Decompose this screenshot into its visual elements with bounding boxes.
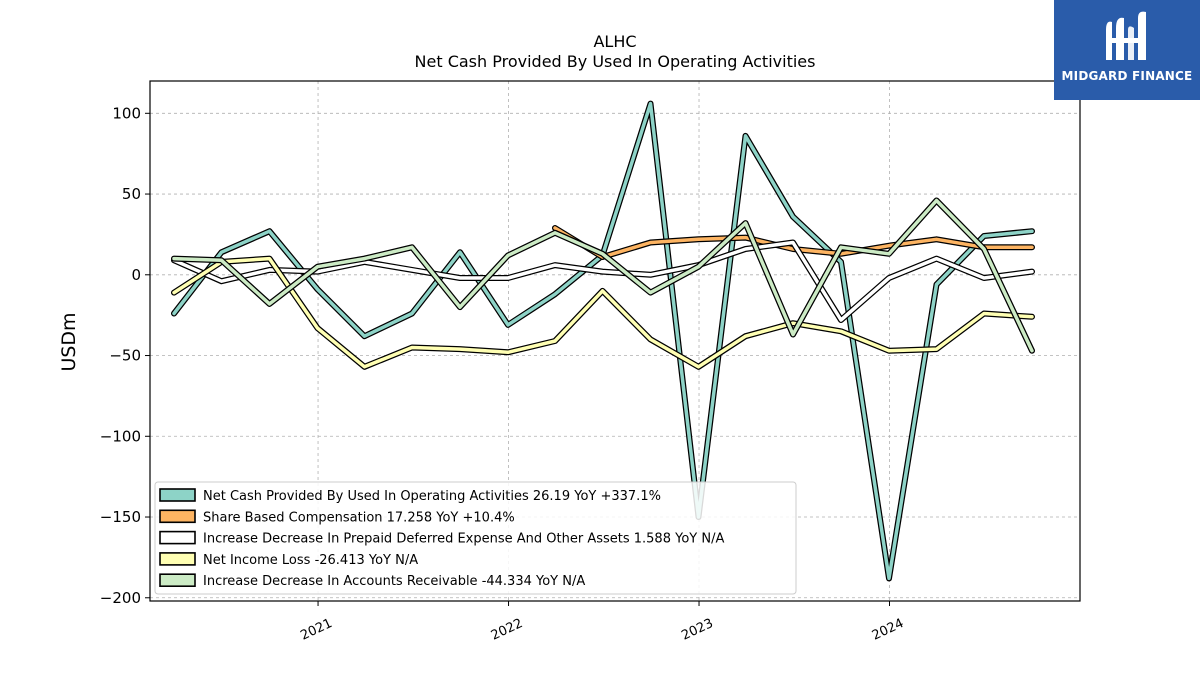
legend-swatch [159, 509, 196, 524]
x-tick-label: 2024 [870, 616, 906, 644]
series-line [172, 256, 1034, 369]
y-tick-label: 50 [122, 185, 141, 203]
x-tick-label: 2023 [679, 616, 715, 644]
chart-title: ALHC [593, 32, 636, 51]
y-tick-label: 100 [112, 104, 141, 122]
y-tick-label: −150 [100, 508, 141, 526]
midgard-finance-logo-icon [1106, 11, 1146, 61]
chart-subtitle: Net Cash Provided By Used In Operating A… [415, 52, 816, 71]
legend-swatch [159, 552, 196, 566]
y-tick-label: −50 [109, 347, 141, 365]
legend-label: Net Cash Provided By Used In Operating A… [203, 489, 661, 504]
y-tick-label: −100 [100, 427, 141, 445]
legend-label: Share Based Compensation 17.258 YoY +10.… [203, 510, 515, 525]
series-line [172, 240, 1034, 322]
legend-swatch [159, 530, 196, 545]
series-line-outline [171, 197, 1035, 354]
y-axis-label: USDm [58, 312, 80, 371]
series-lines [171, 100, 1035, 582]
x-tick-label: 2021 [298, 616, 334, 644]
midgard-finance-logo: MIDGARD FINANCE [1054, 0, 1200, 100]
series-line [172, 198, 1034, 353]
plot-area-frame [149, 80, 1081, 602]
legend-label: Net Income Loss -26.413 YoY N/A [203, 553, 418, 568]
x-tick-label: 2022 [489, 616, 525, 644]
logo-text: MIDGARD FINANCE [1061, 69, 1193, 83]
series-line [553, 226, 1034, 259]
legend-box [154, 481, 797, 595]
legend: Net Cash Provided By Used In Operating A… [154, 481, 797, 595]
y-tick-label: 0 [131, 266, 141, 284]
y-tick-label: −200 [100, 589, 141, 607]
legend-swatch [159, 488, 196, 502]
legend-label: Increase Decrease In Accounts Receivable… [203, 574, 585, 589]
legend-label: Increase Decrease In Prepaid Deferred Ex… [203, 532, 724, 547]
legend-swatch [159, 573, 196, 588]
